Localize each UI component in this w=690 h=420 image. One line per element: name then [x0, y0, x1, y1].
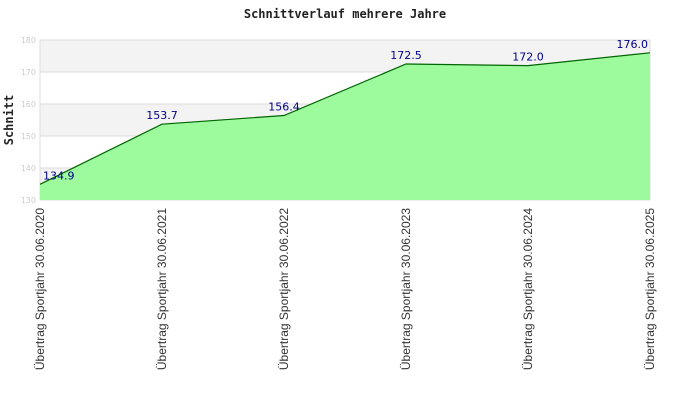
x-tick-label: Übertrag Sportjahr 30.06.2025	[643, 208, 657, 370]
x-tick-label: Übertrag Sportjahr 30.06.2023	[399, 208, 413, 370]
data-label: 176.0	[617, 38, 649, 51]
x-tick-label: Übertrag Sportjahr 30.06.2020	[33, 208, 47, 370]
y-tick-label: 160	[21, 100, 36, 109]
data-label: 134.9	[43, 169, 75, 182]
chart-title: Schnittverlauf mehrere Jahre	[244, 7, 446, 21]
x-tick-label: Übertrag Sportjahr 30.06.2024	[521, 208, 535, 370]
y-tick-label: 150	[21, 132, 36, 141]
y-tick-label: 180	[21, 36, 36, 45]
x-tick-label: Übertrag Sportjahr 30.06.2021	[155, 208, 169, 370]
data-label: 172.5	[390, 49, 422, 62]
y-tick-label: 170	[21, 68, 36, 77]
y-tick-label: 130	[21, 196, 36, 205]
area-fill	[40, 52, 650, 200]
data-label: 172.0	[512, 51, 544, 64]
series-line	[39, 52, 651, 185]
data-label: 156.4	[268, 101, 300, 114]
y-axis-label: Schnitt	[2, 95, 16, 146]
data-label: 153.7	[146, 109, 178, 122]
y-tick-label: 140	[21, 164, 36, 173]
x-tick-label: Übertrag Sportjahr 30.06.2022	[277, 208, 291, 370]
